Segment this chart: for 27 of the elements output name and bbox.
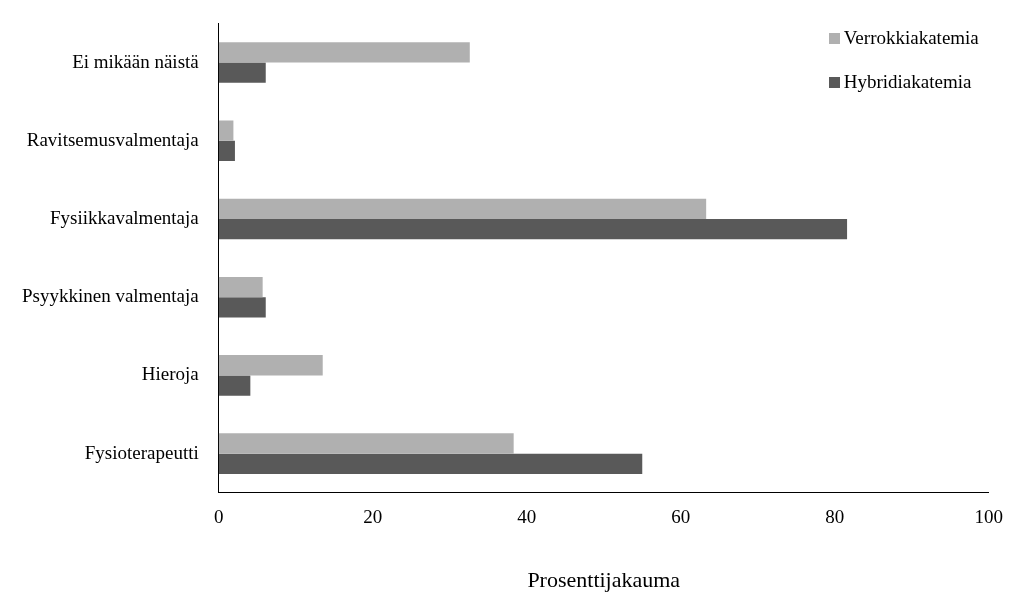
y-tick-label: Fysioterapeutti: [84, 441, 199, 463]
x-tick-label: 100: [974, 506, 1003, 528]
x-axis-title: Prosenttijakauma: [527, 566, 681, 592]
bar: [218, 120, 234, 141]
x-tick-label: 0: [214, 506, 224, 528]
bar: [218, 276, 263, 298]
bar: [218, 297, 266, 318]
y-tick-label: Ravitsemusvalmentaja: [26, 128, 200, 150]
x-tick-label: 80: [825, 506, 845, 528]
legend-label: Verrokkiakatemia: [843, 27, 979, 50]
bar: [218, 218, 848, 240]
bar: [218, 42, 470, 63]
bar: [218, 62, 266, 83]
bar: [218, 375, 251, 396]
y-tick-label: Hieroja: [141, 363, 200, 385]
y-tick-label: Psyykkinen valmentaja: [21, 285, 200, 307]
y-tick-label: Ei mikään näistä: [72, 50, 200, 72]
bar: [218, 433, 514, 454]
bar: [218, 140, 235, 162]
y-tick-label: Fysiikkavalmentaja: [49, 206, 200, 228]
bar: [218, 198, 707, 219]
x-tick-label: 20: [363, 506, 383, 528]
x-tick-label: 60: [671, 506, 691, 528]
x-tick-label: 40: [517, 506, 537, 528]
legend-label: Hybridiakatemia: [843, 71, 972, 94]
bar: [218, 355, 323, 376]
bar: [218, 453, 643, 475]
